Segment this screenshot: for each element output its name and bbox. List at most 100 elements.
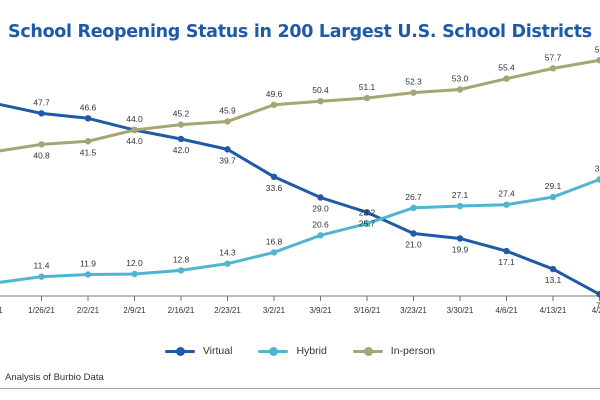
- data-label-in-person: 59: [595, 44, 600, 54]
- legend-item-in-person: In-person: [352, 345, 436, 357]
- x-tick-label: 3/16/21: [354, 306, 381, 315]
- data-point-hybrid: [177, 267, 185, 274]
- legend-swatch-hybrid: [258, 346, 289, 356]
- x-tick-label: 2/16/21: [168, 306, 195, 315]
- data-point-in-person: [177, 121, 185, 128]
- data-label-virtual: 25.7: [359, 218, 376, 228]
- data-label-hybrid: 20.6: [312, 219, 329, 229]
- x-tick-label: 4/20: [592, 306, 600, 315]
- data-point-in-person: [503, 75, 510, 82]
- data-label-hybrid: 33: [595, 164, 600, 174]
- data-point-in-person: [38, 141, 45, 148]
- data-point-virtual: [84, 115, 92, 122]
- data-label-hybrid: 11.9: [80, 258, 96, 268]
- data-point-hybrid: [270, 249, 278, 256]
- chart-legend: Virtual Hybrid In-person: [0, 345, 600, 357]
- data-point-in-person: [270, 101, 278, 109]
- data-point-virtual: [270, 173, 278, 180]
- x-tick-label: 3/2/21: [263, 306, 286, 315]
- data-point-hybrid: [224, 260, 231, 267]
- legend-label-virtual: Virtual: [202, 345, 233, 357]
- legend-swatch-in-person: [352, 346, 383, 356]
- data-point-in-person: [224, 118, 231, 125]
- data-label-hybrid: 26.7: [405, 192, 422, 202]
- data-point-virtual: [38, 110, 45, 117]
- x-tick-label: 3/23/21: [400, 306, 427, 315]
- legend-label-in-person: In-person: [390, 345, 436, 357]
- data-label-hybrid: 14.3: [219, 248, 236, 258]
- data-point-hybrid: [549, 193, 557, 201]
- data-label-in-person: 52.3: [405, 77, 422, 87]
- data-label-in-person: 49.6: [266, 89, 283, 99]
- data-label-hybrid: 12.0: [126, 258, 143, 268]
- series-line-virtual: [0, 102, 600, 296]
- data-point-virtual: [410, 230, 417, 237]
- data-point-in-person: [596, 57, 600, 64]
- series-line-in-person: [0, 58, 600, 153]
- data-point-in-person: [84, 138, 92, 145]
- data-label-virtual: 7.: [596, 300, 600, 310]
- data-label-in-person: 51.1: [359, 82, 376, 92]
- x-tick-label: 2/9/21: [123, 306, 146, 315]
- x-tick-label: 3/9/21: [309, 306, 332, 315]
- data-point-hybrid: [410, 204, 417, 212]
- source-note: Analysis of Burbio Data: [5, 372, 104, 383]
- data-point-hybrid: [503, 201, 510, 208]
- x-tick-label: 2/2/21: [77, 306, 100, 315]
- series-line-hybrid: [0, 178, 600, 284]
- data-point-hybrid: [131, 270, 138, 278]
- data-point-in-person: [410, 89, 417, 96]
- data-label-virtual: 13.1: [545, 275, 562, 285]
- data-label-virtual: 33.6: [266, 183, 283, 193]
- data-point-virtual: [549, 265, 557, 273]
- data-point-in-person: [317, 98, 324, 105]
- data-label-virtual: 29.0: [312, 204, 329, 214]
- data-point-virtual: [596, 291, 600, 298]
- data-point-hybrid: [38, 273, 45, 280]
- data-label-virtual: 47.7: [33, 97, 50, 107]
- x-tick-label: 4/13/21: [540, 306, 567, 315]
- data-label-hybrid: 27.4: [498, 189, 515, 199]
- data-point-hybrid: [596, 176, 600, 183]
- chart-title: School Reopening Status in 200 Largest U…: [8, 22, 592, 42]
- data-label-virtual: 17.1: [498, 257, 515, 267]
- data-label-in-person: 44.0: [126, 136, 143, 146]
- data-point-in-person: [456, 86, 464, 93]
- legend-item-hybrid: Hybrid: [258, 345, 327, 357]
- data-point-virtual: [503, 247, 510, 255]
- data-point-hybrid: [363, 220, 371, 227]
- data-label-virtual: 42.0: [173, 145, 190, 155]
- data-point-in-person: [549, 65, 557, 72]
- x-tick-label: 4/6/21: [495, 306, 518, 315]
- legend-swatch-virtual: [164, 346, 195, 356]
- bottom-divider: [0, 388, 600, 389]
- x-tick-label: 2/23/21: [214, 306, 241, 315]
- data-label-virtual: 39.7: [219, 155, 236, 165]
- data-point-virtual: [363, 209, 371, 216]
- data-label-in-person: 40.8: [33, 150, 50, 160]
- legend-label-hybrid: Hybrid: [296, 345, 327, 357]
- data-point-virtual: [224, 146, 231, 153]
- data-point-in-person: [131, 126, 138, 134]
- data-label-virtual: 19.9: [452, 244, 469, 254]
- data-label-in-person: 45.9: [219, 105, 236, 115]
- data-label-hybrid: 23.2: [359, 208, 376, 218]
- data-label-in-person: 50.4: [312, 85, 329, 95]
- data-label-in-person: 55.4: [498, 63, 515, 73]
- x-tick-label: 3/30/21: [447, 306, 474, 315]
- data-point-hybrid: [317, 232, 324, 239]
- data-point-hybrid: [456, 202, 464, 210]
- data-label-hybrid: 16.8: [266, 236, 283, 246]
- data-label-hybrid: 27.1: [452, 190, 469, 200]
- data-point-hybrid: [84, 271, 92, 278]
- data-point-in-person: [363, 94, 371, 102]
- data-label-in-person: 53.0: [452, 74, 469, 84]
- x-tick-label: 1/26/21: [28, 306, 55, 315]
- data-label-in-person: 45.2: [173, 109, 190, 119]
- data-label-in-person: 57.7: [545, 52, 562, 62]
- legend-item-virtual: Virtual: [164, 345, 233, 357]
- data-point-virtual: [456, 235, 464, 242]
- data-label-hybrid: 11.4: [34, 261, 50, 271]
- x-tick-label: 9/21: [0, 306, 3, 315]
